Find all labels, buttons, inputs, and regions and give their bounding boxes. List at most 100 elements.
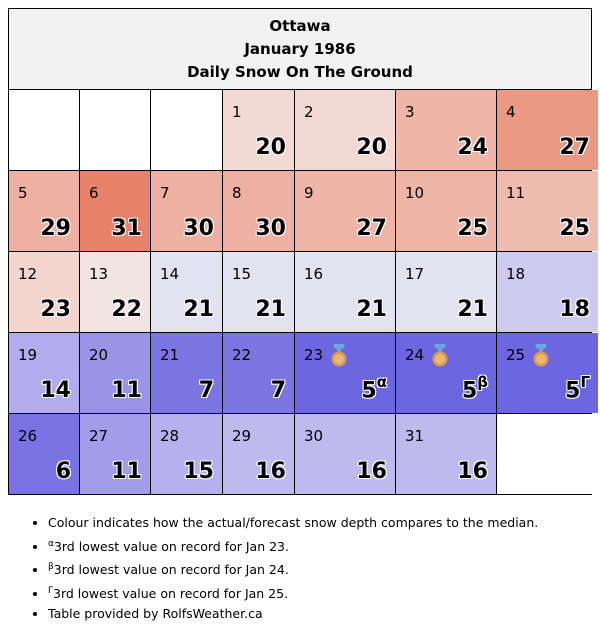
snow-depth-value: 21 [356, 297, 387, 322]
snow-depth-value: 16 [356, 459, 387, 484]
snow-depth-number: 27 [356, 216, 387, 241]
snow-depth-number: 18 [559, 297, 590, 322]
snow-depth-value: 21 [255, 297, 286, 322]
day-number: 5 [18, 184, 28, 202]
footnote-mark: β [48, 562, 54, 573]
snow-depth-number: 30 [255, 216, 286, 241]
day-number: 9 [304, 184, 314, 202]
snow-depth-number: 25 [457, 216, 488, 241]
snow-depth-number: 29 [40, 216, 71, 241]
snow-depth-value: 25 [457, 216, 488, 241]
day-number: 4 [506, 103, 516, 121]
calendar-subtitle: Daily Snow On The Ground [187, 62, 413, 81]
empty-cell [151, 90, 222, 170]
snow-depth-value: 11 [111, 459, 142, 484]
snow-depth-value: 21 [183, 297, 214, 322]
city-title: Ottawa [269, 16, 331, 35]
day-number: 16 [304, 265, 324, 283]
footnote-item: β3rd lowest value on record for Jan 24. [48, 557, 538, 581]
record-footnote-mark: Γ [580, 372, 590, 391]
day-cell: 29 16 [223, 414, 294, 494]
snow-depth-value: 27 [356, 216, 387, 241]
day-number: 24 [405, 346, 425, 364]
day-cell: 2 20 [295, 90, 395, 170]
empty-cell [9, 90, 79, 170]
snow-depth-value: 25 [559, 216, 590, 241]
day-cell: 28 15 [151, 414, 222, 494]
snow-depth-value: 16 [255, 459, 286, 484]
empty-cell [497, 414, 598, 494]
day-number: 22 [232, 346, 252, 364]
snow-depth-value: 22 [111, 297, 142, 322]
snow-depth-number: 25 [559, 216, 590, 241]
snow-depth-number: 24 [457, 135, 488, 160]
day-number: 31 [405, 427, 425, 445]
day-cell: 15 21 [223, 252, 294, 332]
footnote-text: 3rd lowest value on record for Jan 24. [53, 562, 289, 578]
footnote-item: Colour indicates how the actual/forecast… [48, 513, 538, 534]
day-cell: 16 21 [295, 252, 395, 332]
bronze-medal-icon [331, 344, 347, 367]
snow-depth-number: 7 [198, 378, 214, 403]
bronze-medal-icon [432, 344, 448, 367]
snow-depth-value: 5Γ [565, 372, 590, 403]
day-cell: 12 23 [9, 252, 79, 332]
snow-depth-number: 21 [255, 297, 286, 322]
day-cell: 4 27 [497, 90, 598, 170]
day-cell: 25 5Γ [497, 333, 598, 413]
day-number: 10 [405, 184, 425, 202]
day-number: 2 [304, 103, 314, 121]
day-cell: 23 5α [295, 333, 395, 413]
snow-depth-value: 14 [40, 378, 71, 403]
day-number: 27 [89, 427, 109, 445]
day-number: 20 [89, 346, 109, 364]
day-number: 7 [160, 184, 170, 202]
day-number: 15 [232, 265, 252, 283]
snow-depth-number: 21 [356, 297, 387, 322]
day-number: 8 [232, 184, 242, 202]
day-number: 1 [232, 103, 242, 121]
footnote-text: Colour indicates how the actual/forecast… [48, 515, 539, 530]
footnote-mark: Γ [48, 585, 54, 596]
day-number: 29 [232, 427, 252, 445]
period-title: January 1986 [244, 39, 356, 58]
snow-depth-value: 15 [183, 459, 214, 484]
day-cell: 21 7 [151, 333, 222, 413]
record-footnote-mark: β [477, 372, 488, 391]
snow-depth-value: 7 [271, 378, 286, 403]
snow-depth-number: 5 [565, 378, 581, 403]
snow-depth-number: 16 [457, 459, 488, 484]
day-cell: 20 11 [80, 333, 150, 413]
day-number: 6 [89, 184, 99, 202]
snow-depth-value: 21 [457, 297, 488, 322]
day-number: 19 [18, 346, 38, 364]
day-number: 21 [160, 346, 180, 364]
calendar-header: Ottawa January 1986 Daily Snow On The Gr… [8, 8, 592, 90]
snow-depth-number: 16 [356, 459, 387, 484]
snow-depth-number: 16 [255, 459, 286, 484]
day-cell: 17 21 [396, 252, 496, 332]
snow-depth-value: 20 [255, 135, 286, 160]
snow-depth-number: 5 [461, 378, 478, 403]
footnote-text: 3rd lowest value on record for Jan 23. [53, 538, 289, 554]
day-cell: 27 11 [80, 414, 150, 494]
day-cell: 26 6 [9, 414, 79, 494]
day-cell: 1 20 [223, 90, 294, 170]
record-footnote-mark: α [376, 372, 387, 391]
day-cell: 19 14 [9, 333, 79, 413]
day-number: 3 [405, 103, 415, 121]
day-number: 17 [405, 265, 425, 283]
snow-depth-number: 31 [111, 216, 142, 241]
footnotes-list: Colour indicates how the actual/forecast… [26, 513, 538, 625]
day-cell: 8 30 [223, 171, 294, 251]
snow-depth-number: 14 [40, 378, 71, 403]
snow-depth-number: 11 [111, 378, 142, 403]
snow-depth-number: 11 [111, 459, 142, 484]
day-cell: 30 16 [295, 414, 395, 494]
day-cell: 14 21 [151, 252, 222, 332]
snow-depth-number: 23 [40, 297, 71, 322]
day-cell: 9 27 [295, 171, 395, 251]
snow-depth-number: 20 [356, 135, 387, 160]
snow-depth-value: 6 [56, 459, 71, 484]
snow-depth-value: 29 [40, 216, 71, 241]
